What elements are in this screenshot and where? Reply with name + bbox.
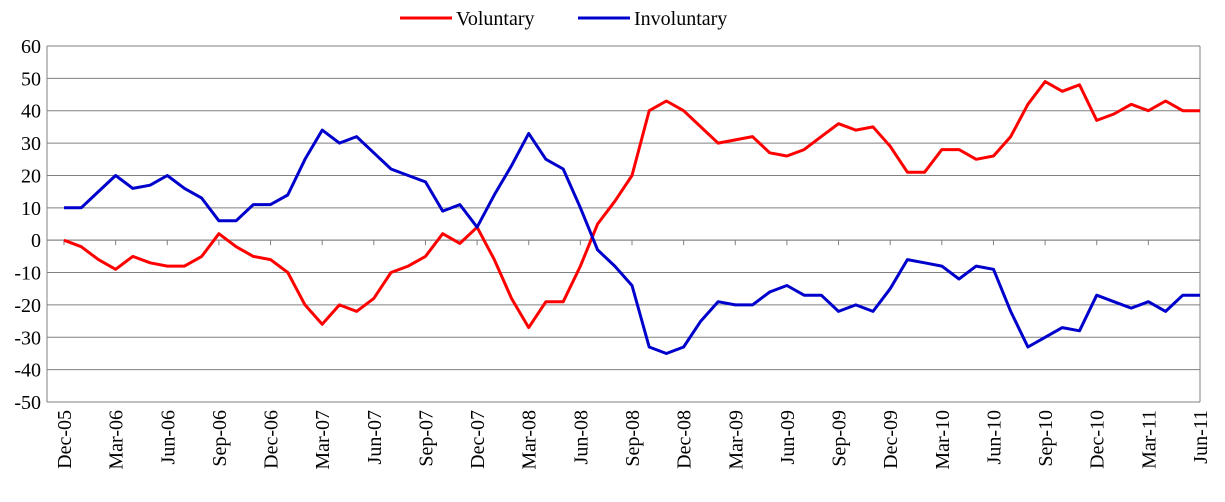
- x-tick-label: Dec-07: [467, 410, 489, 469]
- series-line: [63, 80, 1200, 330]
- x-tick-label: Dec-10: [1087, 410, 1109, 469]
- x-tick-label: Mar-07: [312, 410, 334, 470]
- x-tick-label: Dec-05: [54, 410, 76, 469]
- x-tick-label: Jun-09: [777, 410, 799, 464]
- y-tick-label: 20: [21, 165, 41, 187]
- x-tick-label: Mar-11: [1138, 410, 1160, 469]
- y-tick-label: -50: [14, 392, 41, 414]
- x-tick-label: Jun-08: [570, 410, 592, 464]
- y-tick-label: 10: [21, 198, 41, 220]
- x-tick-label: Dec-06: [261, 410, 283, 469]
- x-tick-label: Jun-10: [983, 410, 1005, 464]
- x-tick-label: Sep-06: [209, 410, 231, 467]
- series-line: [64, 128, 1200, 355]
- x-tick-label: Mar-08: [519, 410, 541, 470]
- y-tick-label: -10: [14, 263, 41, 285]
- y-tick-label: 40: [21, 101, 41, 123]
- x-tick-label: Sep-09: [829, 410, 851, 467]
- y-tick-label: 60: [21, 36, 41, 58]
- y-tick-label: -20: [14, 295, 41, 317]
- x-tick-label: Mar-06: [106, 410, 128, 470]
- x-tick-label: Jun-11: [1190, 410, 1212, 464]
- legend-label: Involuntary: [634, 8, 727, 30]
- x-tick-label: Dec-08: [674, 410, 696, 469]
- x-tick-label: Sep-07: [415, 410, 437, 467]
- legend-label: Voluntary: [456, 8, 535, 30]
- x-tick-label: Mar-09: [725, 410, 747, 470]
- y-tick-label: 30: [21, 133, 41, 155]
- x-tick-label: Sep-10: [1035, 410, 1057, 467]
- x-tick-label: Jun-07: [364, 410, 386, 464]
- x-tick-label: Jun-06: [157, 410, 179, 464]
- x-tick-label: Dec-09: [880, 410, 902, 469]
- y-tick-label: 0: [31, 230, 41, 252]
- y-tick-label: -40: [14, 360, 41, 382]
- y-tick-label: -30: [14, 327, 41, 349]
- y-tick-label: 50: [21, 68, 41, 90]
- x-tick-label: Mar-10: [932, 410, 954, 470]
- x-tick-label: Sep-08: [622, 410, 644, 467]
